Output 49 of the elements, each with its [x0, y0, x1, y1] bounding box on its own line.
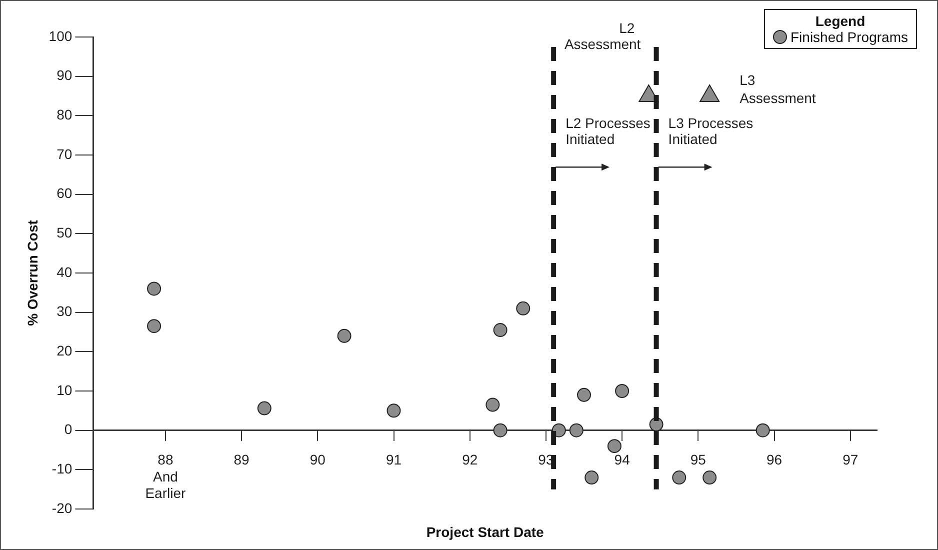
- y-tick-label: 70: [56, 146, 72, 162]
- x-tick-label: 97: [842, 452, 858, 468]
- point: [257, 401, 272, 416]
- point: [486, 398, 500, 412]
- point: [607, 439, 622, 454]
- x-tick-label: 95: [690, 452, 706, 468]
- point: [147, 319, 162, 334]
- x-axis-title: Project Start Date: [426, 524, 544, 540]
- point: [493, 423, 508, 438]
- y-tick-label: 80: [56, 106, 72, 123]
- point: [386, 404, 401, 418]
- point: [700, 84, 720, 102]
- y-tick-label: -10: [52, 460, 72, 477]
- x-tick-label: 94: [614, 452, 630, 468]
- point: [552, 423, 566, 438]
- y-tick-label: 10: [56, 382, 72, 398]
- point: [577, 388, 592, 402]
- point: [672, 470, 686, 485]
- point: [493, 323, 508, 338]
- y-tick-label: 60: [56, 185, 72, 202]
- point: [337, 328, 352, 343]
- y-tick-label: 50: [56, 224, 72, 241]
- ref-line-label: L2 Processes Initiated: [566, 114, 650, 147]
- annotation: L2 Assessment: [564, 20, 641, 52]
- x-tick-label: 89: [234, 452, 250, 468]
- point: [147, 282, 162, 296]
- point: [615, 384, 630, 398]
- x-tick-label: 91: [386, 452, 402, 468]
- y-tick-label: 40: [56, 264, 72, 280]
- x-tick-label: 90: [310, 452, 326, 468]
- legend-title: Legend: [814, 13, 866, 29]
- point: [756, 423, 770, 438]
- point: [516, 301, 530, 316]
- y-tick-label: 0: [64, 421, 72, 438]
- point: [702, 470, 717, 485]
- point: [569, 423, 584, 438]
- legend-label: Finished Programs: [790, 29, 908, 45]
- y-tick-label: 20: [56, 342, 72, 359]
- y-tick-label: 30: [56, 303, 72, 320]
- x-tick-label: 88 And Earlier: [145, 452, 186, 502]
- ref-line-label: L3 Processes Initiated: [668, 114, 754, 147]
- annotation: L3 Assessment: [740, 72, 816, 106]
- y-tick-label: 100: [48, 28, 72, 44]
- y-axis-title: % Overrun Cost: [24, 220, 40, 326]
- point: [584, 470, 599, 485]
- y-tick-label: -20: [52, 500, 72, 516]
- y-tick-label: 90: [56, 67, 72, 84]
- x-tick-label: 96: [766, 452, 782, 468]
- x-tick-label: 92: [462, 452, 478, 468]
